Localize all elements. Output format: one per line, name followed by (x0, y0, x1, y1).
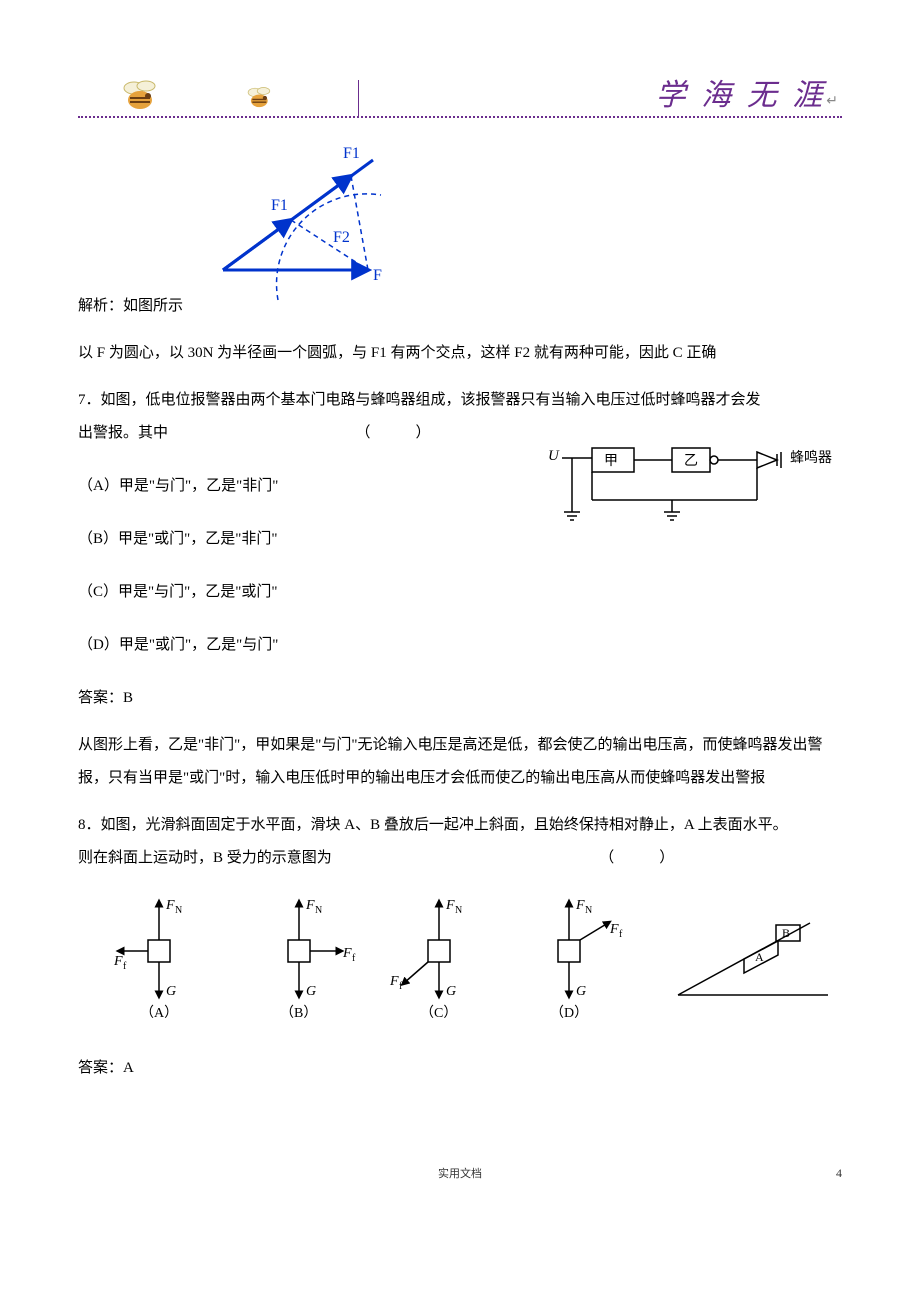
svg-text:F: F (389, 974, 399, 989)
svg-text:f: f (399, 981, 403, 992)
label-f1b: F1 (343, 145, 360, 162)
q7-figure-wrap: U 甲 乙 蜂鸣器 (78, 470, 842, 662)
q7-explain: 从图形上看，乙是"非门"，甲如果是"与门"无论输入电压是高还是低，都会使乙的输出… (78, 729, 842, 795)
q7-circuit-figure: U 甲 乙 蜂鸣器 (542, 440, 842, 553)
page-content: 解析：如图所示 (78, 140, 842, 1085)
footer-text: 实用文档 (78, 1165, 842, 1181)
svg-text:G: G (166, 984, 176, 999)
svg-text:f: f (619, 929, 623, 940)
svg-text:（B）: （B） (280, 1005, 317, 1021)
header-underline (78, 116, 842, 118)
q8-stem: 8．如图，光滑斜面固定于水平面，滑块 A、B 叠放后一起冲上斜面，且始终保持相对… (78, 809, 842, 875)
svg-text:A: A (755, 950, 764, 964)
analysis-label: 解析：如图所示 (78, 290, 183, 323)
label-f1a: F1 (271, 197, 288, 214)
svg-text:（A）: （A） (140, 1005, 178, 1021)
svg-text:F: F (575, 898, 585, 913)
label-f2: F2 (333, 229, 350, 246)
svg-text:F: F (445, 898, 455, 913)
svg-text:U: U (548, 448, 560, 464)
svg-text:G: G (306, 984, 316, 999)
svg-text:F: F (165, 898, 175, 913)
svg-text:N: N (585, 905, 592, 916)
q7-stem-line1: 7．如图，低电位报警器由两个基本门电路与蜂鸣器组成，该报警器只有当输入电压过低时… (78, 392, 761, 408)
svg-text:F: F (113, 954, 123, 969)
svg-text:蜂鸣器: 蜂鸣器 (790, 449, 832, 466)
svg-text:（C）: （C） (420, 1005, 457, 1021)
svg-text:F: F (342, 946, 352, 961)
svg-text:f: f (123, 961, 127, 972)
svg-text:G: G (576, 984, 586, 999)
page-header: 学 海 无 涯↵ (78, 60, 842, 120)
analysis-body: 以 F 为圆心，以 30N 为半径画一个圆弧，与 F1 有两个交点，这样 F2 … (78, 337, 842, 370)
q7-paren: （ ） (356, 425, 431, 441)
svg-text:F: F (305, 898, 315, 913)
page-number: 4 (836, 1166, 842, 1181)
svg-text:B: B (782, 926, 790, 940)
svg-text:N: N (175, 905, 182, 916)
q7-stem-line2: 出警报。其中 (78, 425, 168, 441)
label-f: F (373, 267, 382, 284)
vector-diagram: F1 F1 F2 F (183, 140, 413, 323)
svg-text:甲: 甲 (604, 454, 618, 469)
q8-stem-line1: 8．如图，光滑斜面固定于水平面，滑块 A、B 叠放后一起冲上斜面，且始终保持相对… (78, 817, 788, 833)
svg-text:F: F (609, 922, 619, 937)
svg-text:乙: 乙 (684, 453, 698, 469)
q8-paren: （ ） (599, 850, 674, 866)
q8-answer: 答案：A (78, 1052, 842, 1085)
brand-text: 学 海 无 涯↵ (656, 70, 842, 114)
svg-text:N: N (455, 905, 462, 916)
svg-text:f: f (352, 953, 356, 964)
return-symbol: ↵ (826, 94, 842, 109)
header-divider (358, 80, 359, 118)
q8-figures: FN Ff G （A） FN Ff G （B） (98, 895, 842, 1038)
bee-icon (118, 76, 164, 116)
q7-answer: 答案：B (78, 682, 842, 715)
svg-text:N: N (315, 905, 322, 916)
brand-label: 学 海 无 涯 (656, 79, 827, 112)
svg-text:（D）: （D） (550, 1005, 588, 1021)
q7-option-d: （D）甲是"或门"，乙是"与门" (78, 629, 842, 662)
svg-text:G: G (446, 984, 456, 999)
q7-option-c: （C）甲是"与门"，乙是"或门" (78, 576, 842, 609)
bee-icon-small (243, 84, 277, 112)
q8-stem-line2: 则在斜面上运动时，B 受力的示意图为 (78, 850, 332, 866)
